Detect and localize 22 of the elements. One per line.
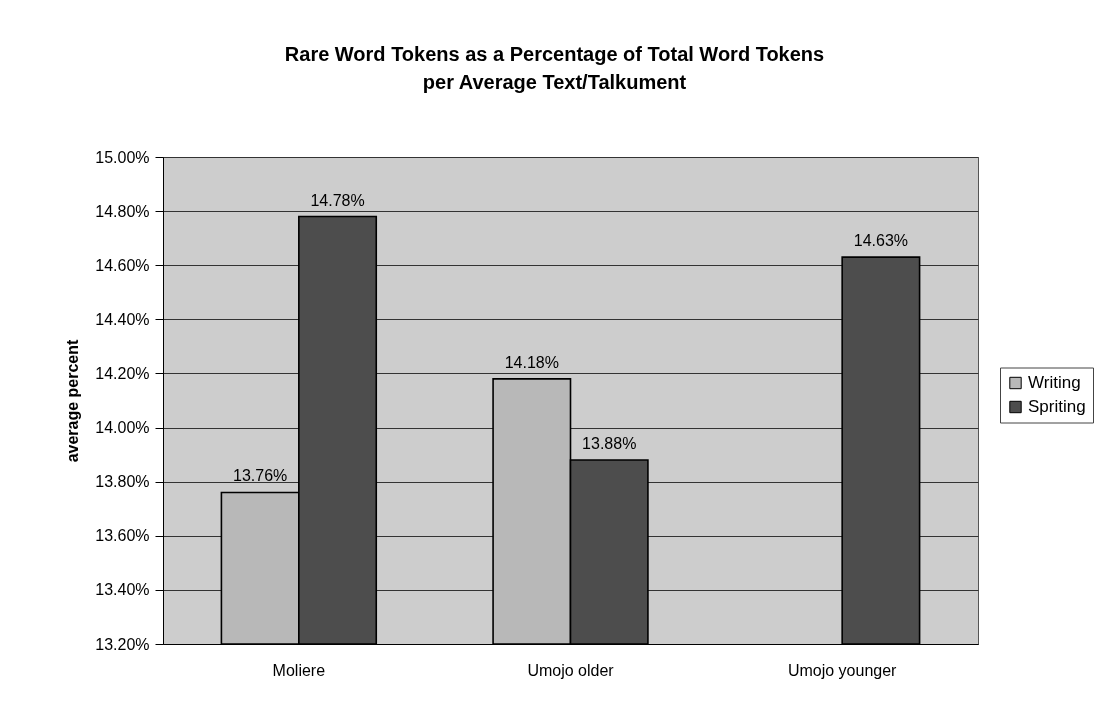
y-tick-label: 14.00%: [95, 419, 150, 437]
x-tick-label: Moliere: [272, 661, 326, 679]
data-label: 14.78%: [310, 191, 365, 209]
y-tick-label: 14.40%: [95, 310, 150, 328]
data-label: 14.18%: [504, 353, 559, 371]
x-tick-label: Umojo older: [527, 661, 615, 679]
y-tick-label: 14.20%: [95, 364, 150, 382]
data-label: 14.63%: [853, 232, 909, 250]
y-tick-label: 13.80%: [95, 473, 150, 491]
y-tick-label: 14.60%: [95, 256, 150, 274]
y-tick-label: 14.80%: [95, 202, 150, 220]
data-label: 13.88%: [582, 435, 637, 453]
chart-title: Rare Word Tokens as a Percentage of Total Word Tokens per Average Text/Talkument: [284, 43, 825, 93]
y-tick-label: 13.40%: [95, 581, 150, 599]
y-tick-label: 13.60%: [95, 527, 150, 545]
data-label: 13.76%: [232, 467, 288, 485]
y-tick-label: 15.00%: [95, 148, 150, 166]
y-axis-title: average percent: [64, 338, 82, 463]
x-tick-label: Umojo younger: [787, 661, 898, 679]
y-tick-label: 13.20%: [95, 635, 150, 653]
legend-label: Writing: [1028, 373, 1081, 392]
legend-label: Spriting: [1028, 397, 1086, 416]
